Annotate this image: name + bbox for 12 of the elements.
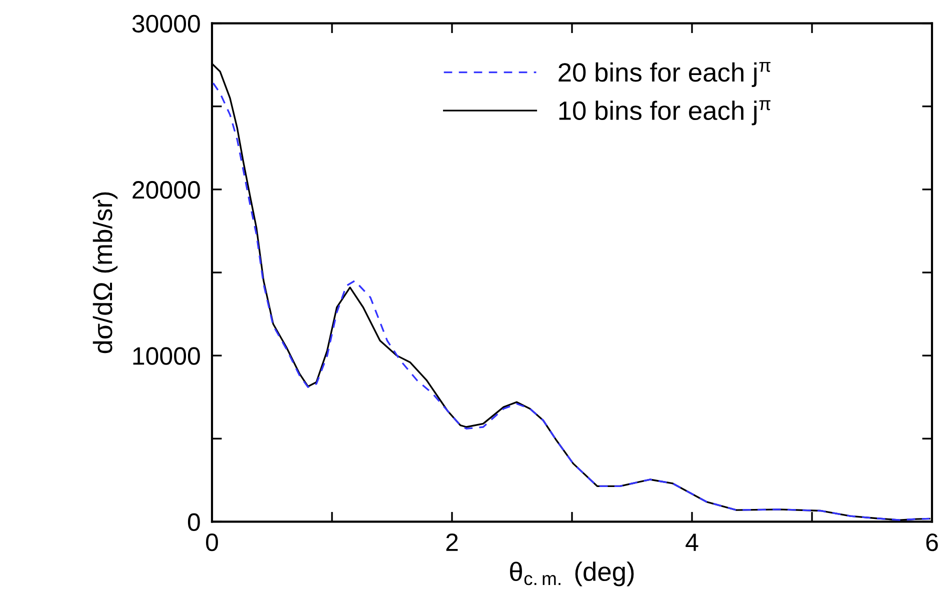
x-tick-label: 2 — [446, 533, 458, 551]
y-axis-title: dσ/dΩ (mb/sr) — [92, 192, 118, 354]
y-tick-label: 0 — [188, 513, 200, 532]
y-tick-label: 10000 — [133, 347, 200, 365]
x-tick-label: 0 — [206, 533, 218, 552]
y-tick-label: 30000 — [132, 14, 200, 33]
x-tick-label: 4 — [686, 534, 698, 551]
y-tick-label: 20000 — [132, 181, 200, 199]
x-axis-title: θ$_{c.m.}$ (deg) — [510, 562, 634, 586]
x-tick-label: 6 — [926, 533, 938, 552]
legend-label: 10 bins for each j$^{π}$ — [559, 100, 770, 126]
legend-label: 20 bins for each j$^{π}$ — [558, 62, 770, 87]
